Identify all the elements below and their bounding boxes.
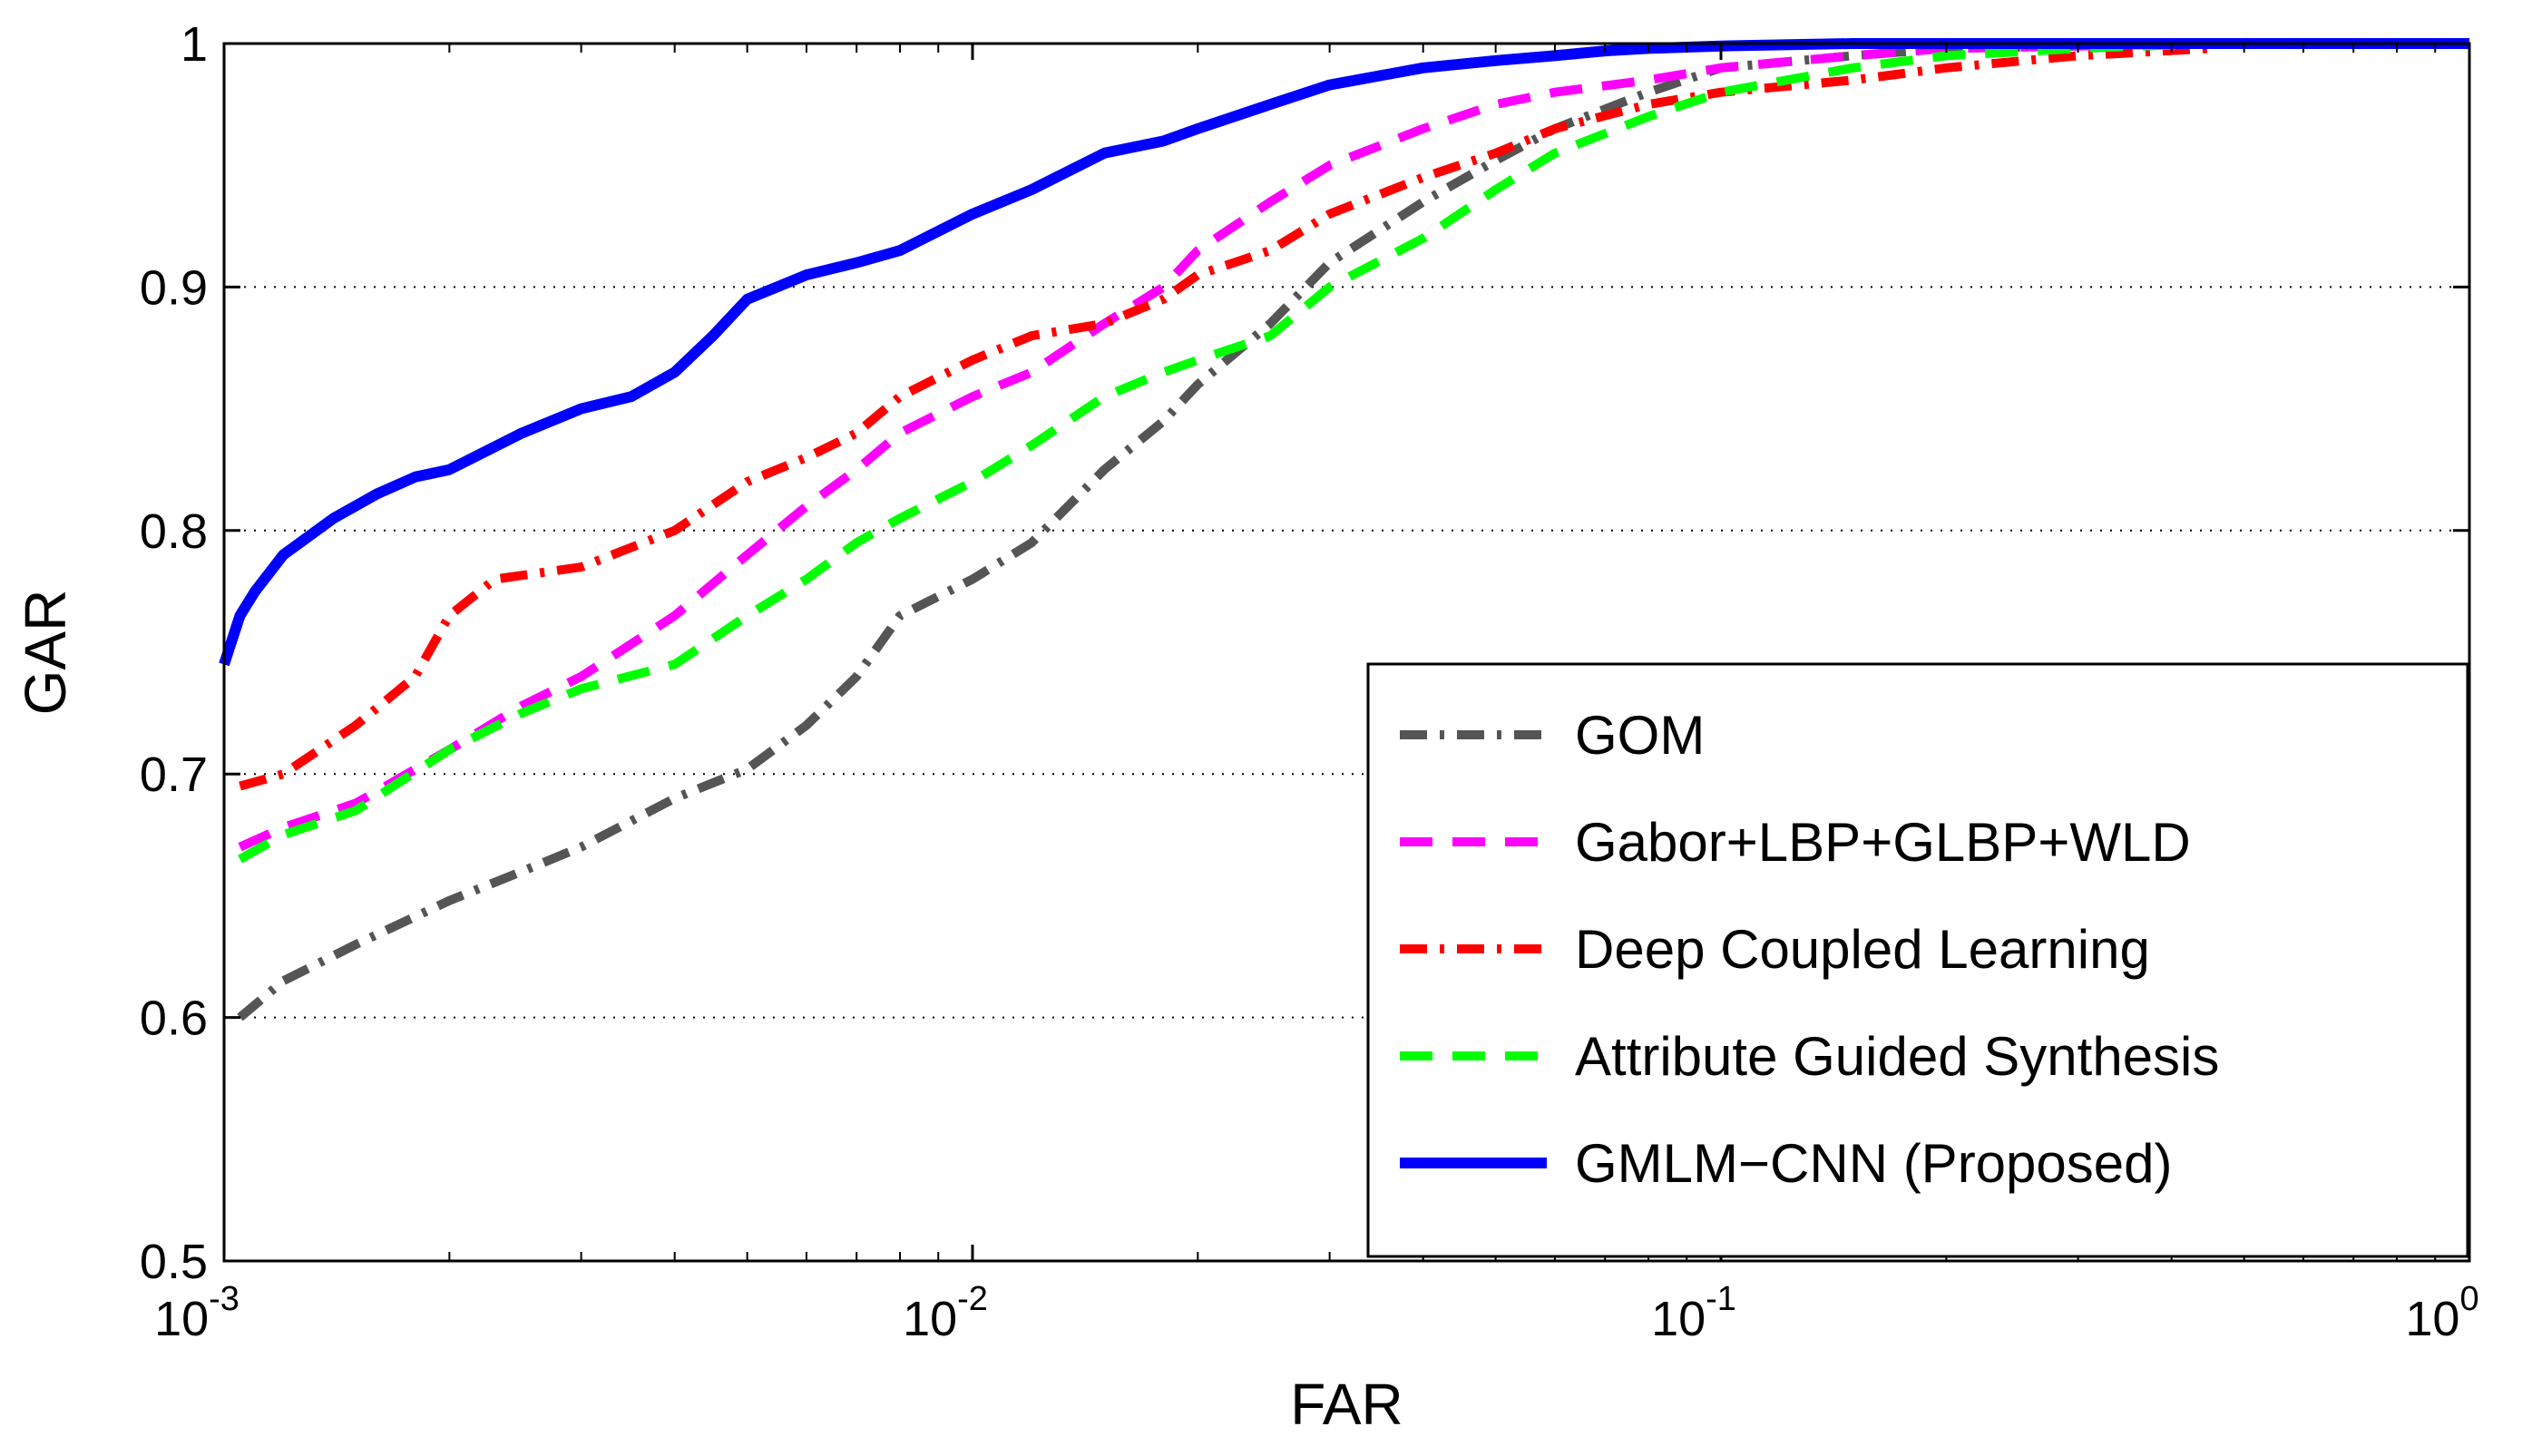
- series-line-1: [238, 39, 2210, 852]
- legend-label-4: GMLM−CNN (Proposed): [1575, 1133, 2173, 1194]
- y-tick-label: 1: [181, 17, 208, 72]
- legend-box: [1366, 662, 2469, 1258]
- x-tick-labels: 10-3 10-2 10-1 100: [154, 1280, 2479, 1346]
- y-tick-label: 0.7: [140, 748, 208, 802]
- legend-label-3: Attribute Guided Synthesis: [1575, 1026, 2219, 1087]
- series-line-4: [219, 38, 2469, 667]
- x-tick-label: 100: [2405, 1280, 2478, 1346]
- series-line-2: [239, 44, 2211, 791]
- y-tick-label: 0.6: [140, 992, 208, 1046]
- x-axis-title: FAR: [1290, 1372, 1403, 1437]
- legend-label-0: GOM: [1575, 705, 1705, 766]
- x-tick-exponent: -3: [209, 1280, 240, 1318]
- plot-area-frame: [222, 42, 2471, 1263]
- x-tick-label: 10-3: [154, 1280, 240, 1346]
- x-tick-label: 10-2: [903, 1280, 988, 1346]
- series-line-3: [238, 39, 2211, 864]
- y-tick-label: 0.8: [140, 504, 208, 559]
- legend: GOM Gabor+LBP+GLBP+WLD Deep Coupled Learni…: [1366, 662, 2469, 1258]
- legend-label-2: Deep Coupled Learning: [1575, 919, 2150, 980]
- y-axis-title: GAR: [13, 590, 78, 716]
- legend-label-1: Gabor+LBP+GLBP+WLD: [1575, 812, 2191, 873]
- series-line-0: [237, 39, 2210, 1021]
- x-tick-label: 10-1: [1651, 1280, 1736, 1346]
- x-tick-exponent: -1: [1706, 1280, 1736, 1318]
- y-tick-labels: 0.5 0.6 0.7 0.8 0.9 1: [140, 17, 208, 1289]
- y-tick-label: 0.5: [140, 1235, 208, 1289]
- x-tick-exponent: 0: [2459, 1280, 2478, 1318]
- plot-series: [219, 38, 2469, 1021]
- x-tick-exponent: -2: [957, 1280, 988, 1318]
- y-tick-label: 0.9: [140, 260, 208, 315]
